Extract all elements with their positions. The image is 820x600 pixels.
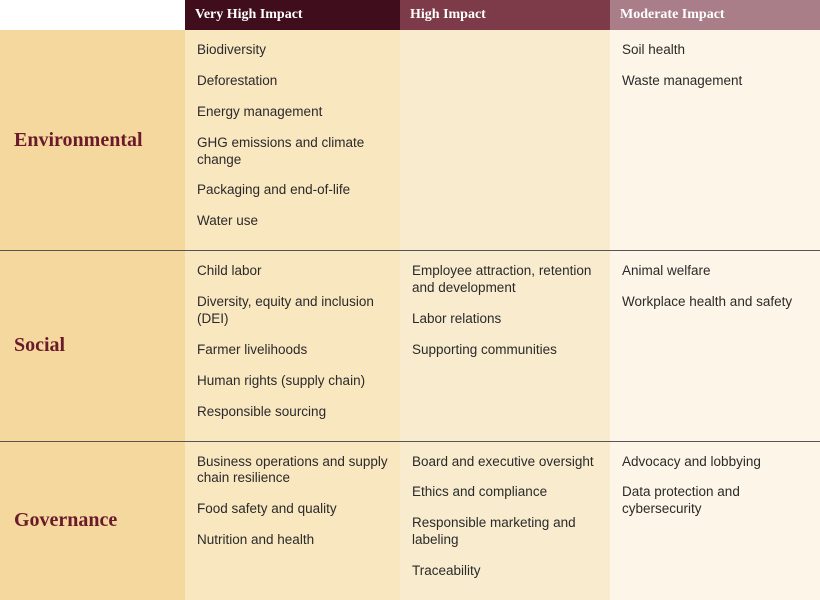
list-item: Animal welfare xyxy=(622,263,808,280)
impact-matrix: Very High Impact High Impact Moderate Im… xyxy=(0,0,820,600)
list-item: GHG emissions and climate change xyxy=(197,135,388,169)
list-item: Supporting communities xyxy=(412,342,598,359)
list-item: Water use xyxy=(197,213,388,230)
list-item: Business operations and supply chain res… xyxy=(197,454,388,488)
list-item: Traceability xyxy=(412,563,598,580)
cell-environmental-high xyxy=(400,30,610,250)
list-item: Packaging and end-of-life xyxy=(197,182,388,199)
list-item: Human rights (supply chain) xyxy=(197,373,388,390)
list-item: Waste management xyxy=(622,73,808,90)
header-corner xyxy=(0,0,185,30)
cell-social-veryhigh: Child labor Diversity, equity and inclusi… xyxy=(185,250,400,440)
cell-governance-moderate: Advocacy and lobbying Data protection and… xyxy=(610,441,820,600)
list-item: Ethics and compliance xyxy=(412,484,598,501)
row-label-governance: Governance xyxy=(0,441,185,600)
col-header-moderate: Moderate Impact xyxy=(610,0,820,30)
list-item: Child labor xyxy=(197,263,388,280)
cell-environmental-veryhigh: Biodiversity Deforestation Energy manageme… xyxy=(185,30,400,250)
list-item: Farmer livelihoods xyxy=(197,342,388,359)
row-label-social: Social xyxy=(0,250,185,440)
col-header-high: High Impact xyxy=(400,0,610,30)
list-item: Energy management xyxy=(197,104,388,121)
list-item: Labor relations xyxy=(412,311,598,328)
cell-social-moderate: Animal welfare Workplace health and safet… xyxy=(610,250,820,440)
list-item: Biodiversity xyxy=(197,42,388,59)
cell-social-high: Employee attraction, retention and devel… xyxy=(400,250,610,440)
list-item: Soil health xyxy=(622,42,808,59)
row-label-environmental: Environmental xyxy=(0,30,185,250)
list-item: Food safety and quality xyxy=(197,501,388,518)
col-header-veryhigh: Very High Impact xyxy=(185,0,400,30)
list-item: Responsible sourcing xyxy=(197,404,388,421)
list-item: Data protection and cybersecurity xyxy=(622,484,808,518)
cell-environmental-moderate: Soil health Waste management xyxy=(610,30,820,250)
list-item: Advocacy and lobbying xyxy=(622,454,808,471)
list-item: Employee attraction, retention and devel… xyxy=(412,263,598,297)
cell-governance-veryhigh: Business operations and supply chain res… xyxy=(185,441,400,600)
list-item: Responsible marketing and labeling xyxy=(412,515,598,549)
list-item: Nutrition and health xyxy=(197,532,388,549)
cell-governance-high: Board and executive oversight Ethics and … xyxy=(400,441,610,600)
list-item: Board and executive oversight xyxy=(412,454,598,471)
list-item: Diversity, equity and inclusion (DEI) xyxy=(197,294,388,328)
list-item: Workplace health and safety xyxy=(622,294,808,311)
list-item: Deforestation xyxy=(197,73,388,90)
